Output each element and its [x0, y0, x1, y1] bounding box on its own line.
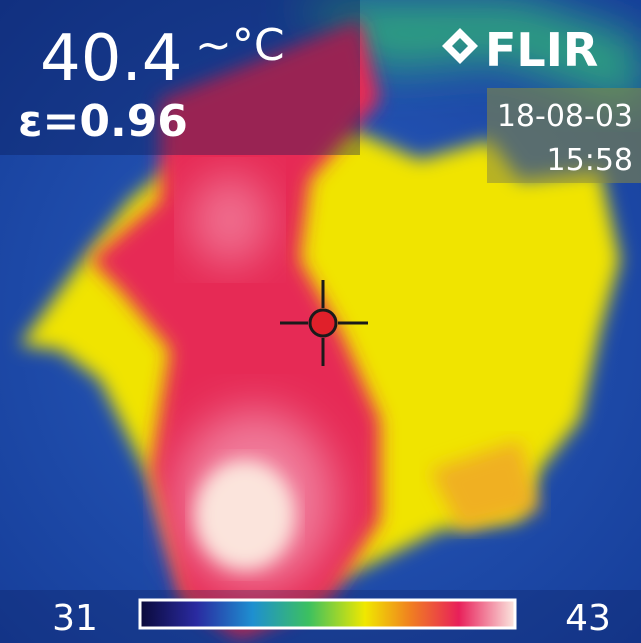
scale-max: 43: [565, 598, 611, 639]
scale-min: 31: [52, 598, 98, 639]
unit: ~°C: [195, 20, 285, 71]
hot-spot: [190, 175, 270, 265]
date: 18-08-03: [497, 99, 633, 134]
thermal-screen: 40.4 ~°C ε=0.96 FLIR 18-08-03 15:58 31 4…: [0, 0, 641, 643]
emissivity: ε=0.96: [18, 96, 188, 147]
temperature: 40.4: [40, 22, 183, 96]
hottest-spot: [195, 460, 295, 570]
time: 15:58: [547, 143, 633, 178]
color-scale: [140, 600, 515, 628]
brand: FLIR: [485, 23, 598, 77]
